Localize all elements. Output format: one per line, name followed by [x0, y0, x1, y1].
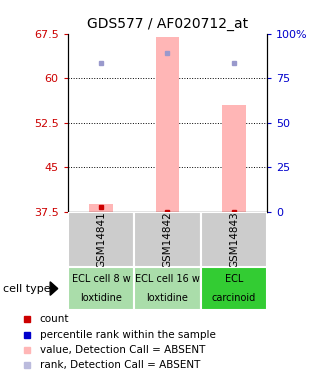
Title: GDS577 / AF020712_at: GDS577 / AF020712_at [87, 17, 248, 32]
Bar [134, 212, 201, 267]
Text: loxtidine: loxtidine [147, 293, 188, 303]
Bar [68, 212, 134, 267]
Bar [68, 267, 134, 310]
Bar [134, 267, 201, 310]
Text: cell type: cell type [3, 284, 51, 294]
Text: ECL cell 16 w: ECL cell 16 w [135, 274, 200, 284]
Text: count: count [40, 314, 69, 324]
Text: ECL: ECL [225, 274, 243, 284]
Polygon shape [50, 282, 58, 296]
Text: GSM14842: GSM14842 [162, 211, 173, 268]
Text: loxtidine: loxtidine [80, 293, 122, 303]
Bar [201, 212, 267, 267]
Text: value, Detection Call = ABSENT: value, Detection Call = ABSENT [40, 345, 205, 355]
Text: GSM14841: GSM14841 [96, 211, 106, 268]
Bar [201, 267, 267, 310]
Text: rank, Detection Call = ABSENT: rank, Detection Call = ABSENT [40, 360, 200, 370]
Text: ECL cell 8 w: ECL cell 8 w [72, 274, 130, 284]
Bar [89, 204, 113, 212]
Text: percentile rank within the sample: percentile rank within the sample [40, 330, 215, 340]
Text: carcinoid: carcinoid [212, 293, 256, 303]
Bar [222, 105, 246, 212]
Text: GSM14843: GSM14843 [229, 211, 239, 268]
Bar [156, 37, 179, 212]
